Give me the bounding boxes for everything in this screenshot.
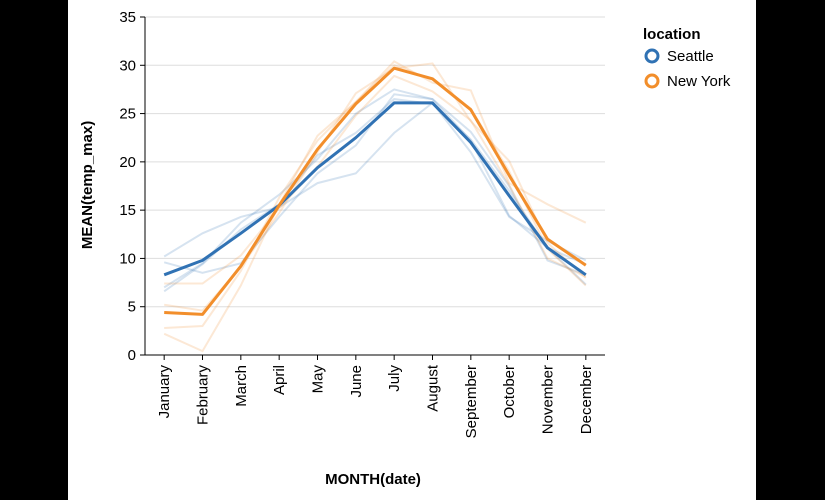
faint-series-line — [163, 60, 587, 353]
y-axis: 0 5 10 15 20 25 30 35 — [119, 9, 146, 364]
series-line-new-york — [164, 66, 587, 316]
y-tick-label: 15 — [119, 202, 136, 219]
x-tick-label: July — [386, 365, 403, 392]
x-tick-label: January — [156, 365, 173, 419]
x-tick-label: May — [310, 365, 327, 394]
y-tick-label: 30 — [119, 57, 136, 74]
faint-series-line — [163, 98, 587, 293]
y-tick-label: 5 — [128, 299, 136, 316]
legend: location Seattle New York — [643, 26, 731, 90]
x-tick-label: September — [463, 365, 480, 438]
legend-symbol-seattle — [644, 48, 660, 64]
y-gridlines — [145, 16, 605, 356]
faint-series-lines — [163, 60, 587, 353]
legend-title: location — [643, 26, 701, 43]
y-tick-label: 35 — [119, 9, 136, 26]
legend-label-new-york: New York — [667, 73, 731, 90]
x-axis-title: MONTH(date) — [325, 471, 421, 488]
faint-series-line — [163, 101, 587, 262]
legend-label-seattle: Seattle — [667, 48, 714, 65]
x-axis: January February March April May June July Augu… — [145, 354, 605, 438]
y-tick-label: 10 — [119, 250, 136, 267]
series-line-seattle — [163, 101, 587, 277]
series-lines — [163, 66, 587, 316]
x-tick-label: August — [425, 364, 442, 412]
faint-series-line — [164, 74, 587, 285]
y-tick-label: 25 — [119, 106, 136, 123]
x-tick-label: June — [348, 365, 365, 398]
x-tick-label: December — [578, 365, 595, 434]
x-tick-label: March — [233, 365, 250, 407]
y-tick-label: 0 — [128, 347, 136, 364]
x-tick-label: April — [271, 365, 288, 395]
faint-series-line — [163, 88, 587, 289]
legend-symbol-new-york — [644, 73, 660, 89]
x-tick-label: February — [195, 365, 212, 426]
x-tick-label: November — [540, 365, 557, 434]
y-axis-title: MEAN(temp_max) — [79, 121, 96, 249]
y-tick-label: 20 — [119, 154, 136, 171]
x-tick-label: October — [501, 365, 518, 418]
chart-panel — [68, 0, 756, 500]
